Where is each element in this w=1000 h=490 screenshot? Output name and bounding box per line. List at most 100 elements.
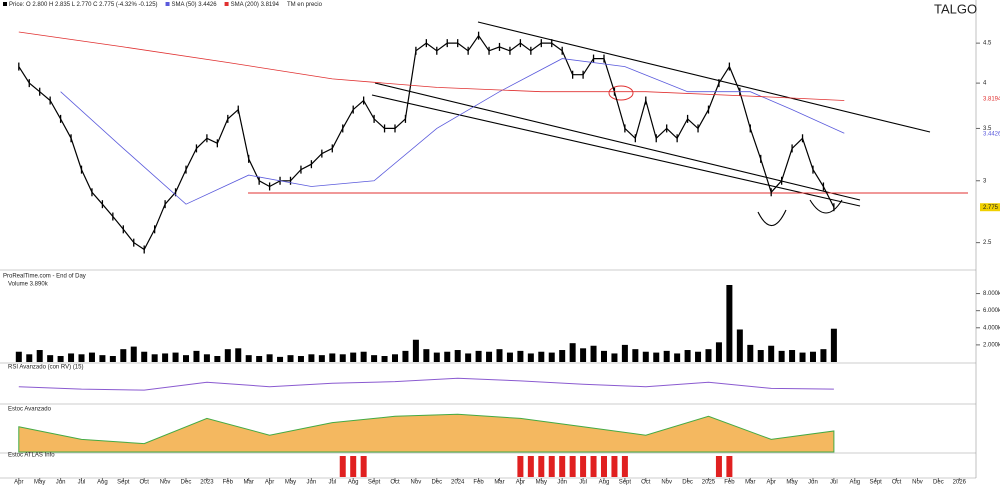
x-tick-label: Oct: [140, 480, 150, 485]
bar: [548, 456, 555, 477]
bar: [580, 348, 587, 362]
bar: [381, 356, 388, 362]
bar: [360, 456, 367, 477]
bar: [318, 355, 325, 362]
x-tick-label: Nov: [160, 480, 171, 485]
bar: [26, 354, 33, 362]
x-tick-label: Feb: [223, 480, 234, 485]
indicator-line: [18, 377, 834, 391]
indicator-area: [18, 413, 835, 453]
bar: [193, 350, 200, 362]
bar: [600, 350, 607, 362]
x-tick-label: Mar: [745, 480, 755, 485]
x-tick-label: Aug: [849, 480, 860, 485]
x-tick-label: Aug: [97, 480, 108, 485]
price-tag-label: 3.8194: [983, 96, 1000, 102]
bar: [203, 354, 210, 362]
bar: [695, 351, 702, 362]
bar: [757, 350, 764, 362]
bar: [621, 456, 628, 477]
bar: [715, 342, 722, 362]
y-tick-label: 4.5: [983, 41, 992, 47]
legend-label: SMA (50) 3.4426: [172, 2, 218, 8]
x-tick-label: Feb: [473, 480, 484, 485]
x-tick-label: Aug: [599, 480, 610, 485]
y-tick-label: 4.000k: [983, 325, 1000, 331]
panel-title: Estoc ATLAS Info: [8, 453, 55, 459]
x-tick-label: Feb: [724, 480, 735, 485]
legend-label: SMA (200) 3.8194: [231, 2, 280, 8]
bar: [674, 353, 681, 362]
bar: [590, 345, 597, 362]
panel-title: RSI Avanzado (con RV) (15): [8, 365, 83, 371]
bar: [68, 353, 75, 362]
bar: [360, 351, 367, 362]
y-tick-label: 4: [983, 81, 987, 87]
x-tick-label: Dec: [933, 480, 944, 485]
price-tag-label: 3.4426: [983, 132, 1000, 138]
panel-separators: [0, 269, 976, 479]
x-tick-label: Apr: [14, 480, 23, 485]
bar: [423, 349, 430, 362]
bar: [538, 351, 545, 362]
x-tick-label: Apr: [516, 480, 525, 485]
x-tick-label: 2023: [200, 480, 214, 485]
x-tick-label: Nov: [661, 480, 672, 485]
x-tick-label: Apr: [265, 480, 274, 485]
trend-lines: [371, 21, 931, 227]
x-tick-label: Jun: [307, 480, 317, 485]
bar: [768, 345, 775, 362]
bar: [778, 350, 785, 362]
bar: [36, 350, 43, 362]
bar: [611, 353, 618, 362]
x-tick-label: May: [786, 480, 797, 485]
bar: [350, 352, 357, 362]
x-tick-label: Mar: [494, 480, 504, 485]
bar: [527, 353, 534, 362]
bar: [590, 456, 597, 477]
bar: [496, 349, 503, 362]
bar: [559, 350, 566, 362]
bar: [350, 456, 357, 477]
legend-swatch: [165, 2, 170, 6]
source-label: ProRealTime.com - End of Day: [3, 274, 86, 280]
x-tick-label: May: [285, 480, 296, 485]
x-tick-label: 2024: [451, 480, 465, 485]
x-tick-label: Dec: [181, 480, 192, 485]
x-tick-label: May: [536, 480, 547, 485]
bar: [506, 352, 513, 362]
bar: [433, 352, 440, 362]
bar: [600, 456, 607, 477]
bar: [475, 350, 482, 362]
bar: [109, 356, 116, 362]
bar: [517, 456, 524, 477]
bar: [726, 285, 733, 362]
y-tick-label: 8.000k: [983, 291, 1000, 297]
bar: [224, 349, 231, 362]
bar: [214, 356, 221, 362]
x-tick-label: Jun: [808, 480, 818, 485]
panel-title: Estoc Avanzado: [8, 407, 52, 413]
x-tick-label: Sept: [368, 480, 381, 485]
bar: [287, 355, 294, 362]
bar: [277, 356, 284, 362]
bar: [465, 353, 472, 362]
bar: [256, 356, 263, 362]
bar: [15, 351, 22, 362]
bar: [715, 456, 722, 477]
bar: [663, 350, 670, 362]
bar: [454, 350, 461, 362]
bar: [402, 350, 409, 362]
x-tick-label: Jun: [557, 480, 567, 485]
moving-average: [18, 31, 845, 101]
bar: [57, 356, 64, 362]
bar: [339, 456, 346, 477]
bar: [486, 351, 493, 362]
x-tick-label: 2025: [702, 480, 716, 485]
bar: [653, 352, 660, 362]
bar: [78, 354, 85, 362]
x-tick-label: Jul: [78, 480, 86, 485]
bar: [527, 456, 534, 477]
price-tag: [980, 203, 1000, 212]
bar: [538, 456, 545, 477]
